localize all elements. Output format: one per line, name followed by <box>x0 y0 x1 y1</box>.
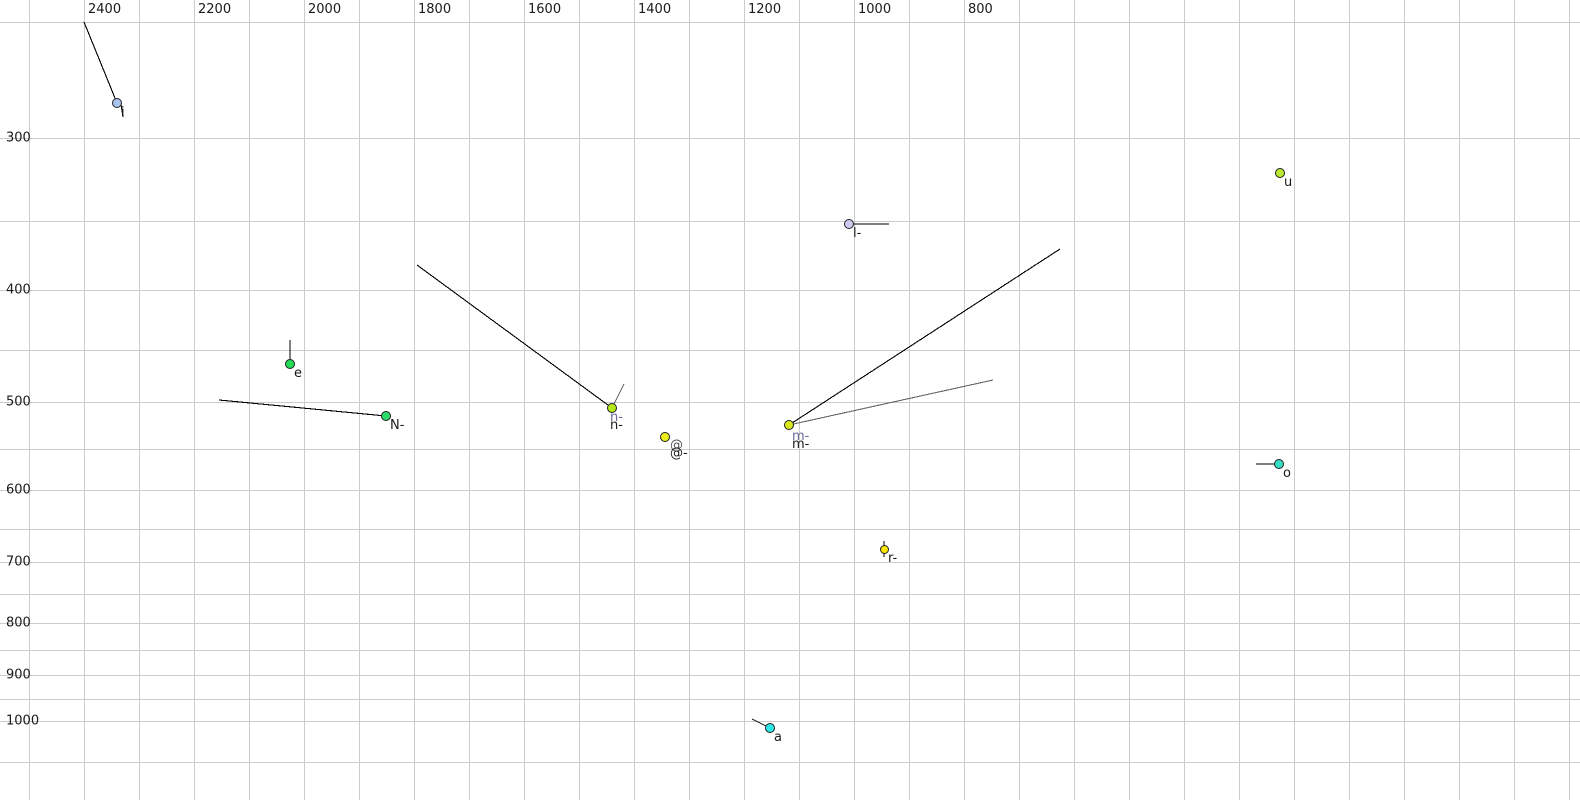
data-point-marker-n[interactable] <box>607 403 617 413</box>
data-point-label-r: r- <box>888 551 898 566</box>
data-point-marker-e[interactable] <box>285 359 295 369</box>
data-point-marker-u[interactable] <box>1275 168 1285 178</box>
data-point-marker-at[interactable] <box>660 432 670 442</box>
x-axis-tick-label: 2000 <box>308 2 342 17</box>
data-point-label-N: N- <box>390 418 405 433</box>
x-axis-tick-label: 2200 <box>198 2 232 17</box>
data-line-N <box>218 399 387 417</box>
data-point-marker-o[interactable] <box>1274 459 1284 469</box>
data-point-label-at: @- <box>670 446 688 461</box>
data-point-label-u: u <box>1284 175 1293 190</box>
y-axis-tick-label: 700 <box>6 554 31 570</box>
x-axis-tick-label: 800 <box>968 2 993 17</box>
data-point-label-a: a <box>774 730 782 745</box>
data-point-marker-l[interactable] <box>844 219 854 229</box>
data-line-m <box>788 248 1061 426</box>
data-point-marker-r[interactable] <box>879 544 889 554</box>
data-point-label-alt-m: m- <box>792 429 810 444</box>
data-line-i <box>83 21 118 104</box>
y-axis-tick-label: 300 <box>6 130 31 146</box>
data-line-n <box>416 264 613 409</box>
x-axis-tick-label: 1800 <box>418 2 452 17</box>
data-point-label-i: i <box>121 105 125 120</box>
x-axis-tick-label: 1600 <box>528 2 562 17</box>
y-axis-tick-label: 800 <box>6 615 31 631</box>
y-axis-tick-label: 500 <box>6 394 31 410</box>
y-axis-tick-label: 1000 <box>6 713 40 729</box>
data-point-marker-N[interactable] <box>381 411 391 421</box>
x-axis-tick-label: 2400 <box>88 2 122 17</box>
data-point-label-l: l- <box>853 226 862 241</box>
data-point-marker-i[interactable] <box>112 98 122 108</box>
data-line-i <box>120 103 124 118</box>
x-axis-tick-label: 1000 <box>858 2 892 17</box>
data-line-m <box>788 379 994 426</box>
data-point-label-n: n- <box>610 418 623 433</box>
data-point-marker-m[interactable] <box>784 420 794 430</box>
data-point-label-o: o <box>1283 466 1291 481</box>
x-axis-tick-label: 1400 <box>638 2 672 17</box>
data-point-label-alt-at: @ <box>670 438 683 453</box>
y-axis-tick-label: 600 <box>6 482 31 498</box>
x-axis-tick-label: 1200 <box>748 2 782 17</box>
y-axis-tick-label: 400 <box>6 282 31 298</box>
y-axis-tick-label: 900 <box>6 667 31 683</box>
data-point-label-alt-n: n- <box>610 410 623 425</box>
data-point-label-e: e <box>294 366 302 381</box>
data-point-label-m: m- <box>792 437 810 452</box>
data-point-marker-a[interactable] <box>765 723 775 733</box>
